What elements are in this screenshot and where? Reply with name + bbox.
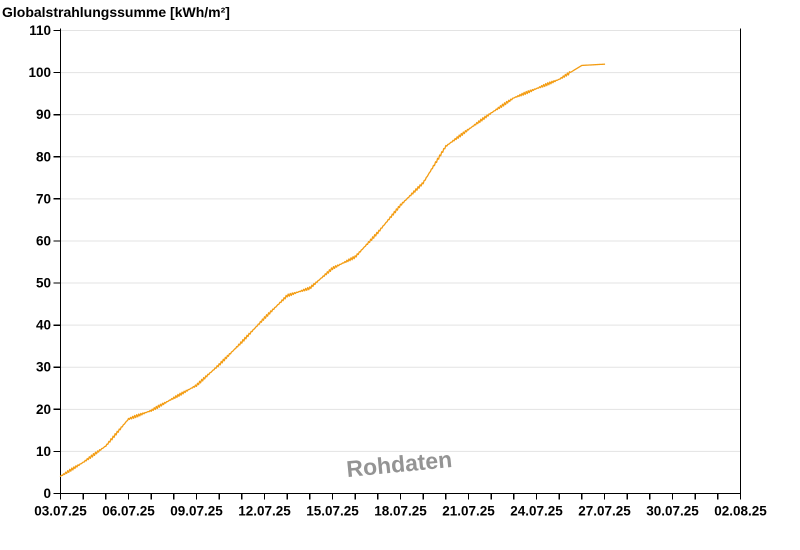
svg-text:02.08.25: 02.08.25: [714, 504, 767, 519]
svg-text:03.07.25: 03.07.25: [34, 504, 87, 519]
svg-text:110: 110: [29, 23, 51, 38]
svg-text:80: 80: [36, 149, 51, 164]
svg-text:20: 20: [36, 402, 51, 417]
svg-text:27.07.25: 27.07.25: [578, 504, 631, 519]
svg-text:24.07.25: 24.07.25: [510, 504, 563, 519]
svg-text:50: 50: [36, 276, 51, 291]
svg-text:06.07.25: 06.07.25: [102, 504, 155, 519]
svg-text:21.07.25: 21.07.25: [442, 504, 495, 519]
svg-text:100: 100: [28, 65, 51, 80]
svg-text:09.07.25: 09.07.25: [170, 504, 223, 519]
svg-text:70: 70: [36, 191, 51, 206]
svg-text:30: 30: [36, 360, 51, 375]
svg-text:0: 0: [43, 486, 51, 501]
svg-text:60: 60: [36, 233, 51, 248]
svg-text:10: 10: [36, 444, 51, 459]
svg-text:15.07.25: 15.07.25: [306, 504, 359, 519]
svg-text:90: 90: [36, 107, 51, 122]
svg-text:18.07.25: 18.07.25: [374, 504, 427, 519]
svg-text:40: 40: [36, 318, 51, 333]
svg-text:12.07.25: 12.07.25: [238, 504, 291, 519]
svg-text:30.07.25: 30.07.25: [646, 504, 699, 519]
